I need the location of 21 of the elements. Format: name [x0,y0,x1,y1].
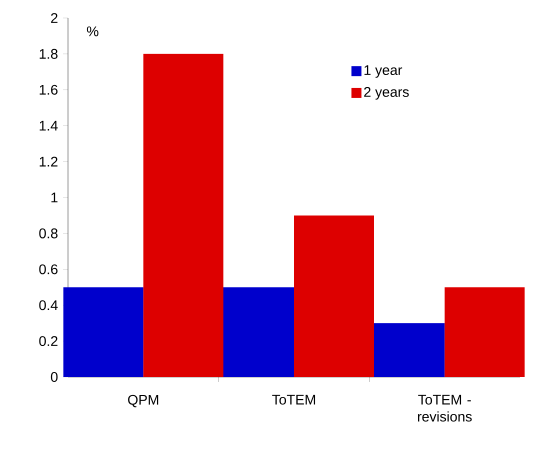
x-tick-label: QPM [128,394,158,408]
y-tick-label: 1 [51,192,58,202]
y-tick-label: 1.8 [40,48,58,59]
legend-label: 2 years [364,86,409,100]
legend-label: 1 year [364,65,402,78]
x-tick-label: ToTEM [272,394,316,405]
y-tick-label: 1.6 [40,84,58,95]
bar [294,215,374,377]
bar [444,287,525,377]
bar [143,54,224,377]
y-tick-label: 0.8 [39,228,58,238]
x-tick-label: ToTEM - revisions [418,394,472,422]
y-tick-label: 2 [51,13,58,23]
y-tick-label: 0 [50,372,58,382]
y-axis-title: % [86,26,98,36]
y-tick-label: 1.2 [40,156,58,166]
bar [63,287,144,377]
y-tick-label: 0.2 [39,336,58,346]
y-tick-label: 1.4 [40,120,58,131]
y-tick-label: 0.4 [39,300,58,310]
y-tick-label: 0.6 [39,264,58,274]
